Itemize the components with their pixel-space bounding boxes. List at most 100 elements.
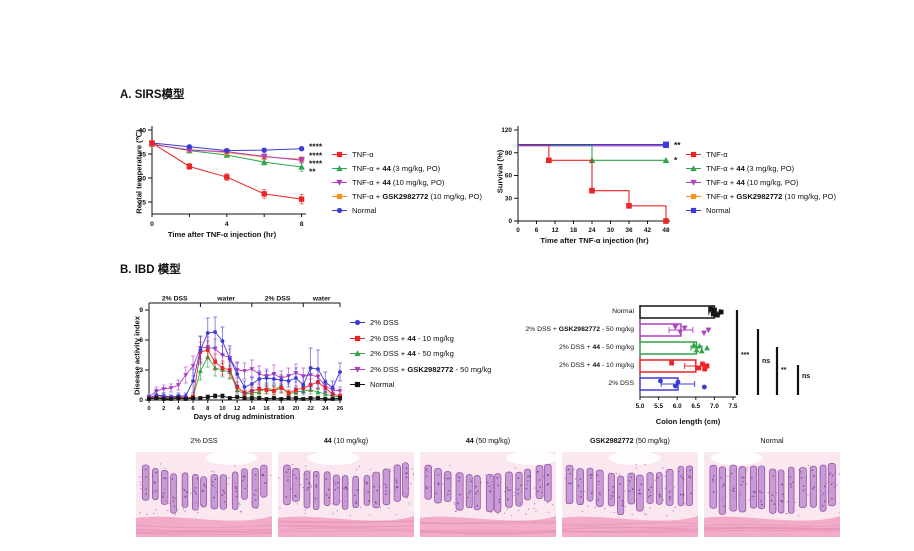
histology-image	[420, 452, 556, 537]
svg-text:20: 20	[293, 406, 299, 412]
bar-2% DSS	[639, 377, 707, 391]
svg-text:0: 0	[508, 218, 512, 225]
svg-text:22: 22	[307, 406, 313, 412]
legend-label: TNF-α + 44 (3 mg/kg, PO)	[706, 164, 795, 173]
legend-label: 2% DSS + GSK2982772 - 50 mg/kg	[370, 364, 492, 374]
svg-text:90: 90	[505, 150, 513, 157]
histology-label: 44 (50 mg/kg)	[465, 436, 511, 445]
histology-panel: GSK2982772 (50 mg/kg)	[562, 436, 698, 537]
triangle-down-marker-icon	[350, 366, 365, 373]
svg-text:18: 18	[278, 406, 285, 412]
sirs-legend: TNF-α TNF-α + 44 (3 mg/kg, PO) TNF-α + 44 …	[332, 150, 482, 220]
bar-2% DSS + 44 - 50 mg/kg	[639, 341, 710, 355]
legend-label: TNF-α + 44 (10 mg/kg, PO)	[706, 178, 799, 187]
series-2% DSS	[147, 316, 342, 401]
colon-category-label: 2% DSS + GSK2982772 - 50 mg/kg	[525, 326, 634, 333]
survival-legend-item: TNF-α + 44 (3 mg/kg, PO)	[686, 164, 836, 173]
legend-label: Normal	[370, 380, 395, 389]
legend-label: TNF-α	[352, 150, 374, 159]
histology-label: 44 (10 mg/kg)	[323, 436, 369, 445]
triangle-down-marker-icon	[332, 179, 347, 186]
svg-text:4: 4	[225, 221, 229, 228]
svg-text:6: 6	[535, 227, 539, 234]
svg-text:30: 30	[505, 195, 513, 202]
svg-text:30: 30	[607, 227, 615, 234]
histology-image	[704, 452, 840, 537]
svg-text:4: 4	[177, 406, 181, 412]
histology-label: GSK2982772 (50 mg/kg)	[590, 436, 670, 445]
axes	[148, 126, 306, 217]
svg-text:****: ****	[309, 159, 323, 169]
ibd-legend-item: 2% DSS + 44 - 50 mg/kg	[350, 349, 491, 358]
svg-text:42: 42	[644, 227, 652, 234]
legend-label: Normal	[706, 206, 731, 215]
svg-text:**: **	[674, 140, 681, 150]
ibd-legend-item: 2% DSS + GSK2982772 - 50 mg/kg	[350, 365, 491, 374]
svg-text:35: 35	[138, 151, 146, 158]
svg-text:0: 0	[516, 227, 520, 234]
survival-legend-item: TNF-α	[686, 150, 836, 159]
svg-text:7.0: 7.0	[710, 403, 719, 410]
legend-label: 2% DSS + 44 - 10 mg/kg	[370, 333, 454, 343]
legend-label: TNF-α	[706, 150, 728, 159]
svg-text:8: 8	[300, 221, 304, 228]
circle-marker-icon	[332, 207, 347, 214]
svg-text:40: 40	[138, 127, 146, 134]
svg-text:****: ****	[309, 151, 323, 161]
series-TNF-α	[518, 144, 669, 224]
histology-label: Normal	[760, 436, 784, 445]
svg-text:6: 6	[139, 337, 143, 344]
sirs-legend-item: TNF-α + GSK2982772 (10 mg/kg, PO)	[332, 192, 482, 201]
sirs-legend-item: TNF-α + 44 (3 mg/kg, PO)	[332, 164, 482, 173]
survival-legend-item: Normal	[686, 206, 836, 215]
svg-text:48: 48	[662, 227, 670, 234]
histology-panel: 44 (10 mg/kg)	[278, 436, 414, 537]
square-marker-icon	[686, 151, 701, 158]
svg-text:5.5: 5.5	[654, 403, 663, 410]
svg-text:36: 36	[625, 227, 633, 234]
histology-image	[278, 452, 414, 537]
svg-text:9: 9	[139, 307, 143, 314]
square-marker-icon	[350, 381, 365, 388]
panel-b-title: B. IBD 模型	[120, 264, 181, 276]
svg-text:25: 25	[138, 199, 146, 206]
svg-text:60: 60	[505, 173, 513, 180]
svg-text:16: 16	[263, 406, 270, 412]
svg-text:8: 8	[206, 406, 210, 412]
colon-category-label: Normal	[612, 308, 634, 315]
sirs-legend-item: TNF-α + 44 (10 mg/kg, PO)	[332, 178, 482, 187]
temperature-x-axis-label: Time after TNF-α injection (hr)	[167, 230, 277, 239]
square-marker-icon	[350, 335, 365, 341]
svg-text:**: **	[781, 367, 787, 374]
svg-text:12: 12	[551, 227, 559, 234]
svg-text:ns: ns	[802, 373, 810, 380]
square-marker-icon	[332, 193, 347, 200]
series-Normal	[147, 393, 342, 401]
survival-legend: TNF-α TNF-α + 44 (3 mg/kg, PO) TNF-α + 44 …	[686, 150, 836, 220]
colon-category-label: 2% DSS + 44 - 50 mg/kg	[559, 344, 634, 351]
svg-text:water: water	[216, 296, 235, 303]
svg-text:120: 120	[501, 127, 512, 134]
svg-text:water: water	[312, 296, 331, 303]
svg-text:7.5: 7.5	[729, 403, 738, 410]
svg-text:14: 14	[249, 406, 256, 412]
axes	[514, 126, 670, 224]
triangle-marker-icon	[686, 165, 701, 172]
colon-length-chart: 5.0 5.5 6.0 6.5 7.0 7.5 *** ns ** ns	[636, 305, 810, 410]
ibd-legend-item: 2% DSS	[350, 318, 491, 327]
svg-text:12: 12	[234, 406, 240, 412]
histology-panel: 44 (50 mg/kg)	[420, 436, 556, 537]
bar-2% DSS + 44 - 10 mg/kg	[639, 359, 710, 373]
svg-text:3: 3	[139, 367, 143, 374]
survival-legend-item: TNF-α + 44 (10 mg/kg, PO)	[686, 178, 836, 187]
svg-text:2: 2	[162, 406, 165, 412]
series-TNF-α + 44 (3 mg/kg, PO)	[518, 144, 670, 164]
survival-x-axis-label: Time after TNF-α injection (hr)	[540, 236, 649, 245]
svg-text:26: 26	[337, 406, 344, 412]
series-TNF-α	[149, 140, 305, 205]
svg-text:6.5: 6.5	[691, 403, 700, 410]
svg-text:**: **	[309, 166, 316, 176]
